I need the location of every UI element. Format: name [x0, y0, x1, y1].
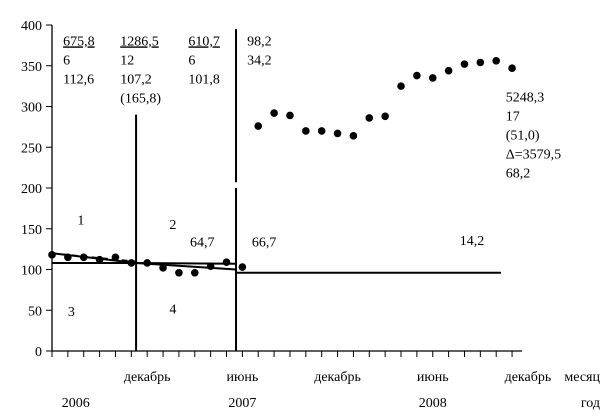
data-point: [492, 57, 501, 65]
annotation-text: 6: [188, 53, 195, 68]
x-tick-label: декабрь: [505, 370, 552, 385]
year-label: 2008: [419, 396, 447, 411]
data-point: [508, 64, 516, 72]
year-label: 2006: [62, 396, 90, 411]
annotation-text: 3: [68, 305, 75, 320]
y-tick-label: 350: [21, 60, 42, 75]
x-axis-title: месяц: [564, 370, 600, 385]
y-tick-label: 0: [35, 345, 42, 360]
y-tick-label: 150: [21, 223, 42, 238]
annotation-text: 610,7: [188, 34, 220, 49]
data-point: [286, 111, 294, 120]
annotation-text: (51,0): [506, 129, 540, 144]
data-point: [444, 66, 453, 75]
data-point: [428, 74, 437, 82]
data-point: [365, 114, 374, 122]
data-point: [333, 129, 342, 138]
data-point: [413, 71, 421, 80]
data-point: [254, 122, 263, 130]
axes: 0 50 100 150 200 250 300 350 400 декабрь июнь декаб…: [21, 19, 600, 411]
annotation-text: 107,2: [120, 72, 152, 87]
annotation-text: 12: [120, 53, 134, 68]
y-tick-label: 200: [21, 182, 42, 197]
y-tick-label: 100: [21, 264, 42, 279]
data-point: [79, 253, 88, 262]
data-point: [476, 58, 485, 67]
annotation-text: 14,2: [460, 234, 485, 249]
data-point: [175, 268, 183, 277]
data-point: [127, 259, 136, 267]
data-point: [190, 268, 199, 277]
data-point: [317, 127, 326, 135]
trend-line: [136, 261, 237, 271]
annotation-text: (165,8): [120, 91, 161, 106]
data-point: [270, 109, 278, 117]
data-point: [111, 253, 120, 262]
annotation-text: 6: [63, 53, 70, 68]
annotation-text: 2: [169, 218, 176, 233]
year-label: 2007: [228, 396, 256, 411]
annotations: 675,86112,61286,512107,2(165,8)610,76101…: [63, 34, 561, 320]
data-point: [222, 258, 231, 266]
annotation-text: 64,7: [190, 236, 215, 251]
y-tick-label: 400: [21, 19, 42, 34]
annotation-text: 112,6: [63, 72, 94, 87]
data-point: [302, 127, 310, 135]
data-point: [349, 132, 358, 140]
annotation-text: 98,2: [247, 34, 272, 49]
annotation-text: 675,8: [63, 34, 95, 49]
data-point: [460, 60, 469, 68]
data-points: [48, 57, 516, 277]
data-point: [381, 112, 389, 121]
data-point: [95, 255, 104, 264]
x2-axis-title: год: [581, 396, 600, 411]
annotation-text: 17: [506, 110, 520, 125]
x-tick-label: июнь: [226, 370, 258, 385]
annotation-text: 68,2: [506, 167, 531, 182]
data-point: [64, 253, 72, 262]
annotation-text: 4: [169, 303, 176, 318]
annotation-text: 1: [77, 214, 84, 229]
annotation-text: 5248,3: [506, 91, 545, 106]
annotation-text: Δ=3579,5: [506, 148, 561, 163]
x-tick-label: декабрь: [124, 370, 171, 385]
data-point: [397, 82, 405, 90]
y-tick-label: 250: [21, 141, 42, 156]
x-tick-label: декабрь: [314, 370, 361, 385]
x-tick-label: июнь: [417, 370, 449, 385]
y-tick-label: 300: [21, 101, 42, 116]
annotation-text: 34,2: [247, 53, 272, 68]
y-tick-label: 50: [28, 304, 42, 319]
data-point: [159, 264, 167, 272]
data-point: [238, 263, 247, 271]
data-point: [48, 251, 56, 259]
annotation-text: 1286,5: [120, 34, 159, 49]
data-point: [143, 259, 151, 267]
annotation-text: 101,8: [188, 72, 220, 87]
data-point: [206, 262, 215, 271]
annotation-text: 66,7: [252, 236, 277, 251]
